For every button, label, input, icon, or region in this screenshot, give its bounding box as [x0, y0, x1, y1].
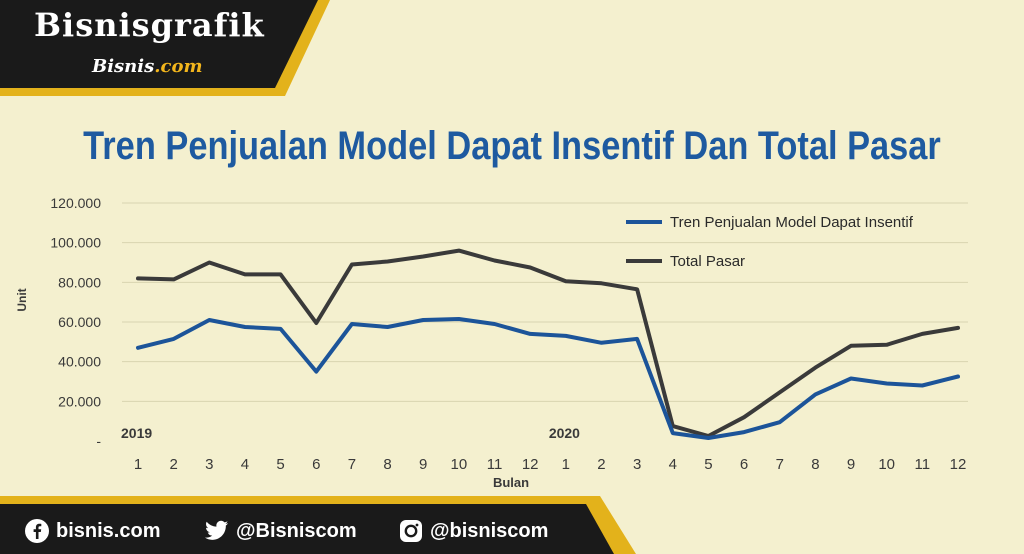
x-tick-label: 4	[241, 456, 249, 473]
facebook-icon	[24, 518, 50, 544]
footer-facebook[interactable]: bisnis.com	[24, 516, 160, 546]
x-tick-label: 10	[878, 456, 895, 473]
legend-label: Total Pasar	[670, 253, 745, 270]
y-tick-label: 80.000	[58, 274, 101, 290]
y-tick-label: 40.000	[58, 354, 101, 370]
instagram-icon	[398, 518, 424, 544]
series-line	[136, 248, 960, 438]
y-tick-label: 20.000	[58, 393, 101, 409]
y-tick-label: 120.000	[50, 195, 101, 211]
x-axis-label: Bulan	[493, 475, 529, 490]
x-tick-label: 11	[915, 456, 931, 473]
chart-title: Tren Penjualan Model Dapat Insentif Dan …	[83, 124, 941, 168]
x-tick-label: 3	[205, 456, 213, 473]
y-tick-label: 60.000	[58, 314, 101, 330]
x-tick-label: 11	[487, 456, 503, 473]
footer-twitter[interactable]: @Bisniscom	[204, 516, 357, 546]
y-axis-label: Unit	[15, 288, 29, 311]
x-tick-label: 12	[950, 456, 967, 473]
instagram-handle: @bisniscom	[430, 519, 549, 542]
x-tick-label: 12	[522, 456, 539, 473]
x-tick-label: 8	[383, 456, 391, 473]
brand-title: Bisnisgrafik	[34, 6, 265, 44]
brand-subtitle-main: Bisnis	[92, 56, 155, 77]
legend-label: Tren Penjualan Model Dapat Insentif	[670, 214, 914, 231]
brand-subtitle-tld: .com	[154, 56, 203, 77]
x-tick-label: 1	[134, 456, 142, 473]
year-label: 2019	[121, 425, 152, 441]
x-tick-label: 3	[633, 456, 641, 473]
twitter-handle: @Bisniscom	[236, 519, 357, 542]
x-tick-label: 2	[169, 456, 177, 473]
series-line	[136, 317, 960, 440]
x-tick-label: 9	[847, 456, 855, 473]
brand-subtitle: Bisnis.com	[92, 56, 203, 77]
x-tick-label: 7	[348, 456, 356, 473]
y-tick-label: 100.000	[50, 235, 101, 251]
x-tick-label: 5	[704, 456, 712, 473]
x-tick-label: 7	[776, 456, 784, 473]
x-tick-label: 2	[597, 456, 605, 473]
x-tick-label: 1	[562, 456, 570, 473]
header-band	[0, 0, 330, 96]
x-tick-label: 10	[451, 456, 468, 473]
twitter-icon	[204, 518, 230, 544]
x-tick-label: 5	[276, 456, 284, 473]
x-tick-label: 6	[740, 456, 748, 473]
facebook-handle: bisnis.com	[56, 519, 161, 542]
x-tick-label: 6	[312, 456, 320, 473]
y-tick-label: -	[96, 433, 101, 449]
footer-instagram[interactable]: @bisniscom	[398, 516, 548, 546]
year-label: 2020	[549, 425, 580, 441]
x-tick-label: 9	[419, 456, 427, 473]
x-tick-label: 8	[811, 456, 819, 473]
x-tick-label: 4	[669, 456, 677, 473]
footer-band	[0, 496, 636, 554]
